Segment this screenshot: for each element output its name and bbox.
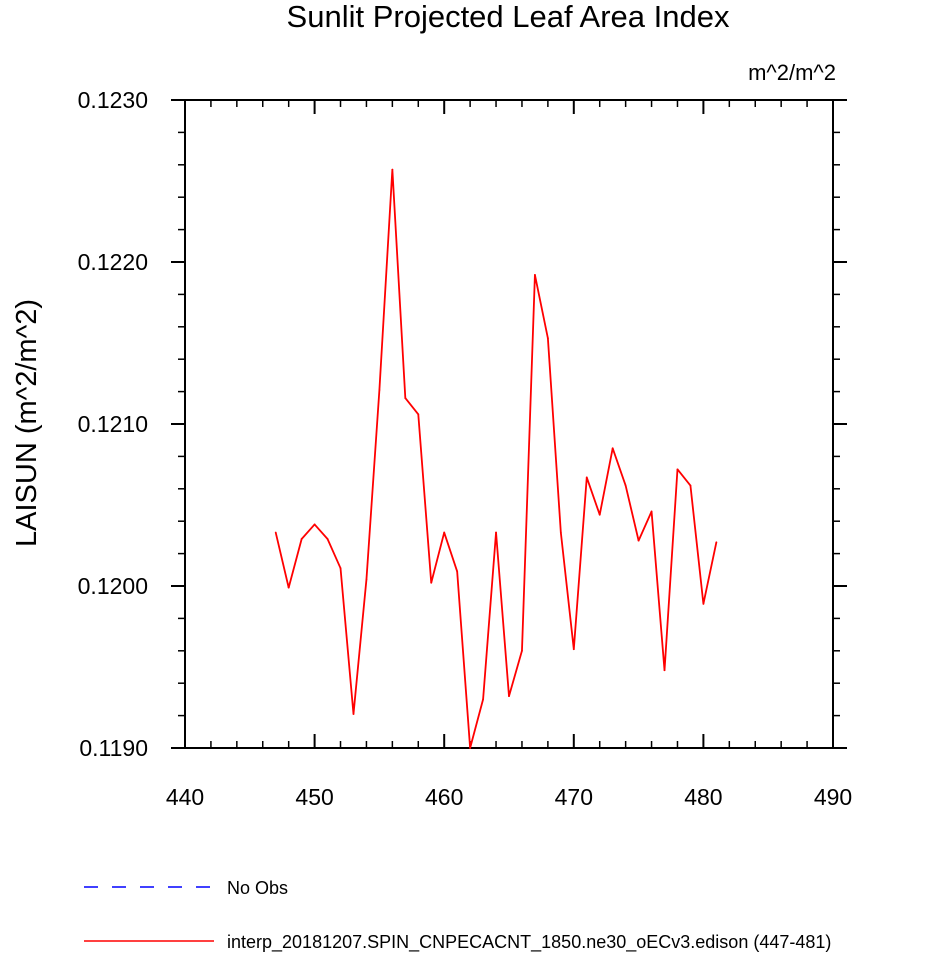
data-point [482, 698, 484, 701]
legend-label-model-run: interp_20181207.SPIN_CNPECACNT_1850.ne30… [227, 932, 831, 953]
plot-frame [184, 99, 834, 749]
x-tick-label: 480 [684, 784, 722, 810]
data-point [352, 713, 355, 715]
data-point [274, 531, 277, 534]
data-point [339, 567, 342, 570]
axis-ticks [171, 99, 847, 749]
series-lines [274, 168, 718, 749]
x-tick-label: 470 [555, 784, 593, 810]
x-tick-label: 440 [166, 784, 204, 810]
data-point [637, 539, 640, 542]
data-point [469, 747, 472, 749]
x-tick-label: 490 [814, 784, 852, 810]
units-label: m^2/m^2 [748, 60, 836, 85]
data-point [521, 649, 523, 652]
chart-title: Sunlit Projected Leaf Area Index [287, 0, 730, 34]
legend-label-no-obs: No Obs [227, 878, 288, 898]
data-point [417, 413, 420, 416]
data-point [495, 531, 497, 534]
data-point [650, 510, 653, 513]
data-point [326, 538, 329, 540]
y-axis-title: LAISUN (m^2/m^2) [11, 299, 43, 547]
y-tick-label: 0.1200 [78, 573, 148, 599]
data-point [598, 513, 601, 516]
data-point [430, 581, 433, 584]
data-point [585, 476, 588, 479]
series-line [274, 168, 718, 749]
data-point [300, 538, 303, 540]
axis-tick-labels: 440 450 460 470 480 490 0.1190 0.1200 0.1210 0.12… [78, 87, 853, 810]
y-tick-label: 0.1210 [78, 411, 148, 437]
data-point [378, 389, 381, 391]
data-point [663, 669, 666, 672]
data-point [546, 337, 549, 340]
x-tick-label: 460 [425, 784, 463, 810]
data-point [676, 468, 679, 471]
data-point [443, 531, 446, 534]
data-point [287, 586, 290, 589]
data-point [508, 695, 510, 698]
data-point [559, 531, 562, 534]
data-point [624, 484, 627, 487]
data-point [534, 274, 536, 276]
data-point [702, 602, 705, 605]
y-tick-label: 0.1230 [78, 87, 148, 113]
data-point [391, 168, 394, 171]
data-point [313, 523, 316, 526]
data-point [365, 578, 368, 581]
data-point [611, 447, 614, 450]
y-tick-label: 0.1220 [78, 249, 148, 275]
x-tick-label: 450 [295, 784, 333, 810]
data-point [456, 570, 459, 573]
y-tick-label: 0.1190 [79, 735, 148, 761]
data-point [572, 648, 575, 651]
data-point [715, 541, 718, 544]
legend: No Obs interp_20181207.SPIN_CNPECACNT_18… [84, 878, 831, 953]
data-point [404, 397, 407, 399]
data-point [689, 484, 692, 487]
